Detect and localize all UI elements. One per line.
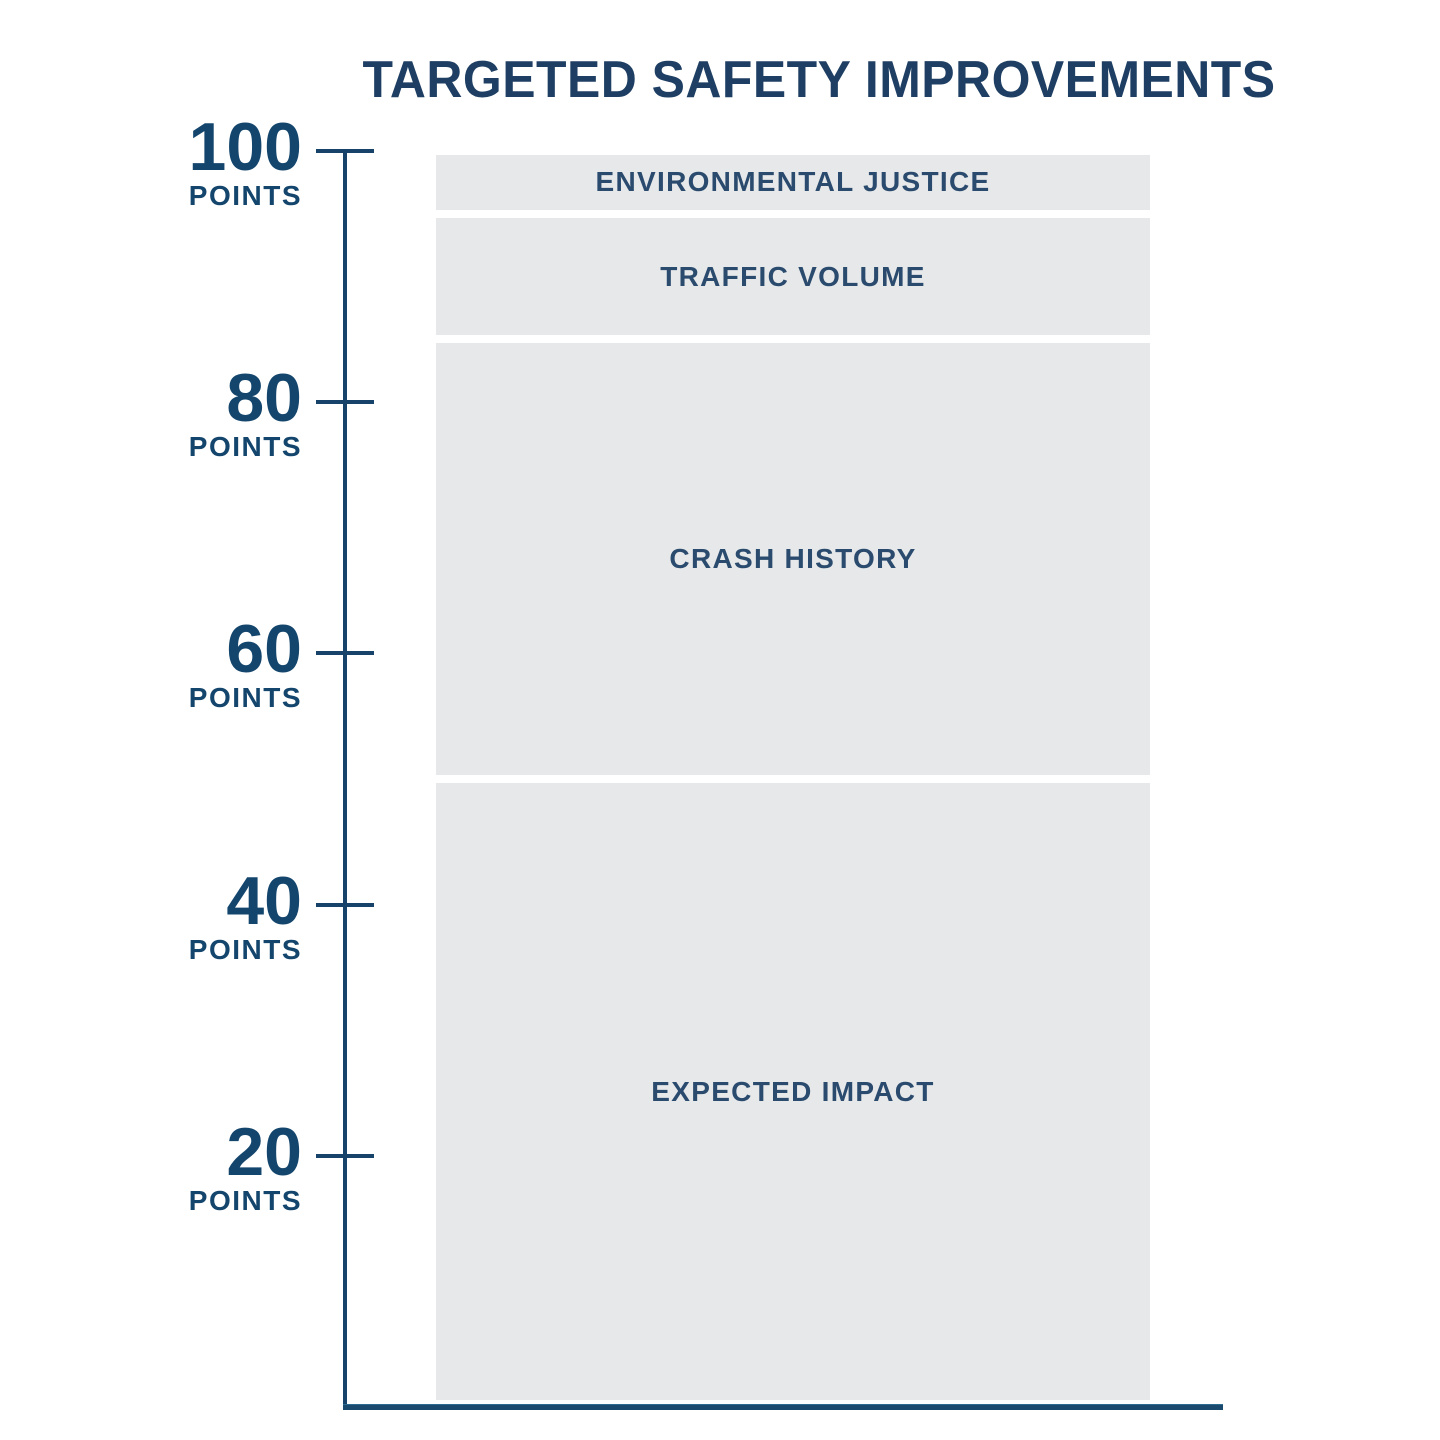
y-axis-tick-label: 80 POINTS (110, 364, 302, 462)
tick-unit-label: POINTS (188, 180, 302, 211)
tick-value: 100 (188, 109, 302, 185)
segment-traffic-volume: TRAFFIC VOLUME (436, 217, 1150, 336)
segment-environmental-justice: ENVIRONMENTAL JUSTICE (436, 155, 1150, 210)
tick-value: 60 (226, 611, 302, 688)
tick-unit-label: POINTS (188, 933, 302, 965)
y-axis-tick-label: 40 POINTS (110, 867, 302, 965)
y-axis-tick-mark (316, 1153, 374, 1158)
chart-title: TARGETED SAFETY IMPROVEMENTS (362, 51, 1276, 109)
tick-unit-label: POINTS (188, 431, 302, 463)
segment-label: TRAFFIC VOLUME (660, 260, 926, 292)
y-axis-tick-mark (316, 400, 374, 405)
segment-expected-impact: EXPECTED IMPACT (436, 783, 1150, 1400)
segment-label: CRASH HISTORY (669, 543, 917, 575)
tick-value: 20 (226, 1113, 302, 1190)
tick-value: 80 (226, 360, 302, 437)
y-axis-tick-mark (316, 651, 374, 656)
y-axis-tick-label: 60 POINTS (110, 615, 302, 713)
segment-label: EXPECTED IMPACT (651, 1075, 935, 1107)
segment-crash-history: CRASH HISTORY (436, 343, 1150, 775)
tick-unit-label: POINTS (188, 682, 302, 714)
y-axis-tick-label: 100 POINTS (110, 113, 302, 211)
segment-label: ENVIRONMENTAL JUSTICE (595, 166, 991, 198)
x-axis-line (343, 1404, 1223, 1410)
y-axis-line (343, 151, 347, 1409)
y-axis-tick-mark (316, 149, 374, 153)
y-axis-tick-mark (316, 902, 374, 907)
tick-value: 40 (226, 862, 302, 939)
y-axis-tick-label: 20 POINTS (110, 1118, 302, 1216)
tick-unit-label: POINTS (188, 1184, 302, 1216)
